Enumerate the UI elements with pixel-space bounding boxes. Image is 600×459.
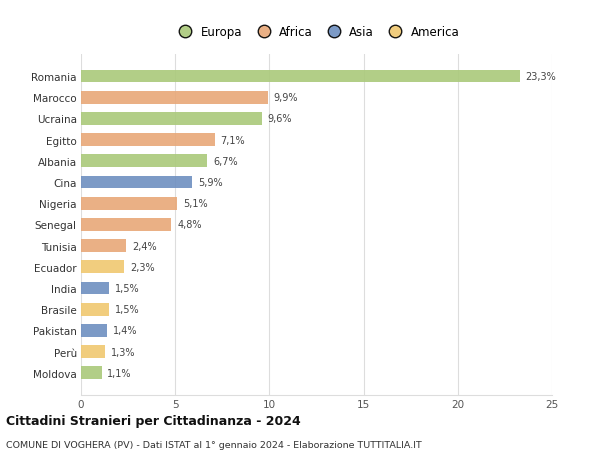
- Text: 1,4%: 1,4%: [113, 326, 137, 336]
- Text: 9,6%: 9,6%: [268, 114, 292, 124]
- Bar: [81, 367, 102, 379]
- Bar: [81, 325, 107, 337]
- Bar: [81, 155, 207, 168]
- Bar: [81, 134, 215, 147]
- Text: 1,5%: 1,5%: [115, 304, 140, 314]
- Text: 9,9%: 9,9%: [273, 93, 298, 103]
- Text: 1,3%: 1,3%: [111, 347, 136, 357]
- Text: 2,4%: 2,4%: [132, 241, 157, 251]
- Bar: [81, 282, 109, 295]
- Bar: [81, 303, 109, 316]
- Text: 4,8%: 4,8%: [177, 220, 202, 230]
- Bar: [81, 261, 124, 274]
- Bar: [81, 197, 177, 210]
- Text: 5,9%: 5,9%: [198, 178, 223, 188]
- Text: 1,5%: 1,5%: [115, 283, 140, 293]
- Bar: [81, 71, 520, 83]
- Bar: [81, 176, 192, 189]
- Legend: Europa, Africa, Asia, America: Europa, Africa, Asia, America: [171, 23, 462, 41]
- Bar: [81, 218, 172, 231]
- Text: 6,7%: 6,7%: [213, 157, 238, 167]
- Text: 7,1%: 7,1%: [220, 135, 245, 146]
- Bar: [81, 240, 126, 252]
- Text: 23,3%: 23,3%: [526, 72, 556, 82]
- Text: 2,3%: 2,3%: [130, 262, 155, 272]
- Bar: [81, 92, 268, 104]
- Text: 1,1%: 1,1%: [107, 368, 132, 378]
- Bar: [81, 113, 262, 125]
- Text: Cittadini Stranieri per Cittadinanza - 2024: Cittadini Stranieri per Cittadinanza - 2…: [6, 414, 301, 428]
- Bar: [81, 346, 106, 358]
- Text: COMUNE DI VOGHERA (PV) - Dati ISTAT al 1° gennaio 2024 - Elaborazione TUTTITALIA: COMUNE DI VOGHERA (PV) - Dati ISTAT al 1…: [6, 441, 422, 449]
- Text: 5,1%: 5,1%: [183, 199, 208, 209]
